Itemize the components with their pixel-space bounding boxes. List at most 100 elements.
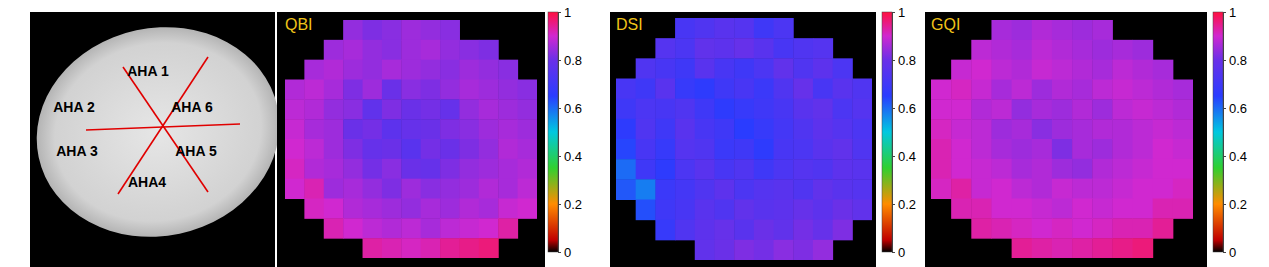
colorbar — [882, 12, 892, 252]
heatmap-cell — [401, 218, 421, 238]
heatmap-cell — [401, 179, 421, 199]
heatmap-cell — [382, 60, 402, 80]
heatmap-cell — [991, 20, 1012, 40]
heatmap-cell — [1173, 159, 1193, 179]
heatmap-cell — [616, 119, 636, 140]
heatmap-cell — [813, 179, 833, 200]
heatmap-cell — [813, 240, 833, 260]
heatmap-cell — [1032, 179, 1053, 199]
tick-label: 0.8 — [564, 53, 582, 68]
heatmap-cell — [931, 119, 952, 139]
heatmap-cell — [459, 80, 479, 100]
heatmap-cell — [498, 119, 518, 139]
tick: 0.4 — [558, 149, 582, 164]
heatmap-cell — [714, 38, 734, 59]
heatmap-cell — [714, 240, 734, 260]
heatmap-cell — [1032, 60, 1053, 80]
heatmap-cell — [1072, 218, 1093, 238]
heatmap-cell — [695, 119, 715, 140]
heatmap-cell — [382, 99, 402, 119]
heatmap-cell — [1072, 238, 1093, 258]
heatmap-cell — [813, 159, 833, 180]
heatmap-cell — [931, 99, 952, 119]
heatmap-cell — [1092, 139, 1113, 159]
heatmap-cell — [833, 119, 853, 140]
heatmap-cell — [1133, 40, 1154, 60]
heatmap-cell — [714, 200, 734, 221]
heatmap-cell — [951, 80, 972, 100]
tick: 1 — [892, 5, 905, 20]
tick: 0 — [558, 245, 571, 260]
heatmap-cell — [1012, 139, 1033, 159]
heatmap-cell — [518, 119, 537, 139]
tick-mark — [892, 252, 895, 253]
heatmap-cell — [304, 60, 324, 80]
heatmap-cell — [382, 238, 402, 258]
heatmap-cell — [951, 119, 972, 139]
cells — [285, 20, 537, 258]
heatmap-cell — [304, 99, 324, 119]
heatmap-cell — [1173, 80, 1193, 100]
heatmap-cell — [382, 40, 402, 60]
heatmap-cell — [1133, 99, 1154, 119]
heatmap-cell — [793, 119, 813, 140]
heatmap-cell — [714, 79, 734, 100]
heatmap-cell — [1032, 218, 1053, 238]
heatmap-cell — [459, 99, 479, 119]
heatmap-cell — [498, 139, 518, 159]
heatmap-cell — [616, 139, 636, 160]
heatmap-cell — [695, 99, 715, 120]
heatmap-cell — [714, 159, 734, 180]
tick-mark — [558, 156, 561, 157]
heatmap-cell — [813, 58, 833, 79]
heatmap-cell — [774, 38, 794, 59]
heatmap-cell — [440, 80, 460, 100]
tick-mark — [558, 12, 561, 13]
heatmap-cell — [479, 199, 499, 219]
heatmap-cell — [498, 99, 518, 119]
heatmap-cell — [343, 20, 363, 40]
heatmap-cell — [636, 139, 656, 160]
tick-label: 0.2 — [898, 197, 916, 212]
heatmap-cell — [363, 238, 383, 258]
tick-label: 0.6 — [898, 101, 916, 116]
heatmap-cell — [440, 20, 460, 40]
heatmap-cell — [304, 199, 324, 219]
heatmap-cell — [382, 159, 402, 179]
tick-label: 0.4 — [1229, 149, 1247, 164]
heatmap-cell — [1133, 159, 1154, 179]
heatmap-cell — [459, 199, 479, 219]
heatmap-cell — [343, 99, 363, 119]
tick: 0.6 — [558, 101, 582, 116]
heatmap-cell — [734, 58, 754, 79]
tick-label: 0.8 — [1229, 53, 1247, 68]
heatmap-cell — [774, 220, 794, 241]
heatmap-cell — [479, 139, 499, 159]
heatmap-cell — [833, 159, 853, 180]
heatmap-cell — [1072, 139, 1093, 159]
heatmap-cell — [1133, 179, 1154, 199]
heatmap-cell — [734, 179, 754, 200]
heatmap-cell — [714, 220, 734, 241]
heatmap-cell — [754, 119, 774, 140]
heatmap-cell — [440, 238, 460, 258]
heatmap-cell — [1052, 99, 1073, 119]
heatmap-cell — [304, 119, 324, 139]
heatmap-cell — [991, 159, 1012, 179]
tick-label: 0.4 — [564, 149, 582, 164]
heatmap-cell — [655, 79, 675, 100]
heatmap-cell — [518, 179, 537, 199]
heatmap-cell — [991, 40, 1012, 60]
heatmap-cell — [734, 79, 754, 100]
heatmap-cell — [675, 179, 695, 200]
heatmap-cell — [459, 218, 479, 238]
heatmap-cell — [1012, 20, 1033, 40]
heatmap-cell — [754, 179, 774, 200]
heatmap-cell — [655, 119, 675, 140]
heatmap-cell — [421, 60, 441, 80]
colorbar — [548, 12, 558, 252]
heatmap-cell — [363, 179, 383, 199]
heatmap-cell — [1092, 99, 1113, 119]
heatmap-cell — [1012, 218, 1033, 238]
heatmap-cell — [1092, 80, 1113, 100]
